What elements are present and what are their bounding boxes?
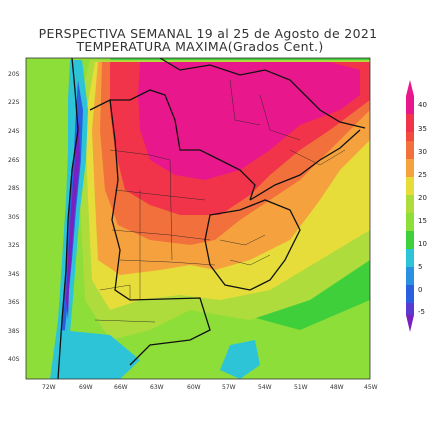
field-ocean-cyan — [220, 340, 260, 379]
temperature-field — [26, 58, 370, 379]
lat-label: 40S — [8, 356, 20, 363]
lon-label: 48W — [330, 384, 344, 391]
lon-label: 63W — [150, 384, 164, 391]
border-argentina — [89, 99, 211, 366]
field-patagonia-cyan — [55, 330, 140, 379]
map-title: PERSPECTIVA SEMANAL 19 al 25 de Agosto d… — [38, 26, 378, 41]
colorbar-segment — [406, 114, 414, 132]
colorbar-segment — [406, 213, 414, 231]
colorbar-label: -5 — [418, 308, 425, 316]
map-frame — [25, 57, 371, 380]
lon-label: 69W — [79, 384, 93, 391]
colorbar-label: 30 — [418, 148, 427, 156]
colorbar-segment — [406, 303, 414, 315]
colorbar-bottom-arrow — [406, 315, 414, 332]
lat-label: 32S — [8, 242, 20, 249]
colorbar-segment — [406, 177, 414, 195]
lat-label: 22S — [8, 99, 20, 106]
lat-label: 30S — [8, 214, 20, 221]
lon-label: 51W — [294, 384, 308, 391]
colorbar-label: 35 — [418, 125, 427, 133]
colorbar-label: 5 — [418, 263, 422, 271]
lon-label: 45W — [364, 384, 378, 391]
colorbar-segment — [406, 159, 414, 177]
colorbar-segment — [406, 231, 414, 249]
colorbar-label: 20 — [418, 194, 427, 202]
lat-label: 36S — [8, 299, 20, 306]
map-subtitle: TEMPERATURA MAXIMA(Grados Cent.) — [76, 39, 324, 54]
lon-label: 54W — [258, 384, 272, 391]
colorbar-top-arrow — [406, 80, 414, 96]
country-borders — [57, 58, 366, 379]
lat-label: 20S — [8, 71, 20, 78]
colorbar-segment — [406, 249, 414, 267]
lat-label: 38S — [8, 328, 20, 335]
colorbar-label: 10 — [418, 240, 427, 248]
colorbar-label: 25 — [418, 171, 427, 179]
lat-label: 28S — [8, 185, 20, 192]
colorbar-segment — [406, 141, 414, 159]
latitude-labels: 20S 22S 24S 26S 28S 30S 32S 34S 36S 38S … — [8, 71, 20, 363]
colorbar-segment — [406, 285, 414, 303]
lon-label: 72W — [42, 384, 56, 391]
colorbar-segment — [406, 132, 414, 141]
border-bolivia-paraguay — [110, 89, 256, 201]
lat-label: 24S — [8, 128, 20, 135]
colorbar-label: 15 — [418, 217, 427, 225]
colorbar-segment — [406, 195, 414, 213]
lon-label: 60W — [187, 384, 201, 391]
lon-label: 57W — [222, 384, 236, 391]
field-andes-purple — [66, 120, 80, 320]
border-brazil-bolivia — [159, 58, 366, 129]
colorbar-segment — [406, 267, 414, 285]
lat-label: 26S — [8, 157, 20, 164]
colorbar: 40 35 30 25 20 15 10 5 0 -5 — [406, 80, 427, 332]
longitude-labels: 72W 69W 66W 63W 60W 57W 54W 51W 48W 45W — [42, 384, 378, 391]
province-borders — [94, 79, 346, 323]
border-brazil-south — [249, 129, 361, 201]
border-uruguay-region — [204, 199, 301, 291]
lon-label: 66W — [114, 384, 128, 391]
lat-label: 34S — [8, 271, 20, 278]
colorbar-label: 40 — [418, 101, 427, 109]
border-chile-argentina — [57, 58, 79, 379]
colorbar-label: 0 — [418, 286, 422, 294]
colorbar-segment — [406, 96, 414, 114]
